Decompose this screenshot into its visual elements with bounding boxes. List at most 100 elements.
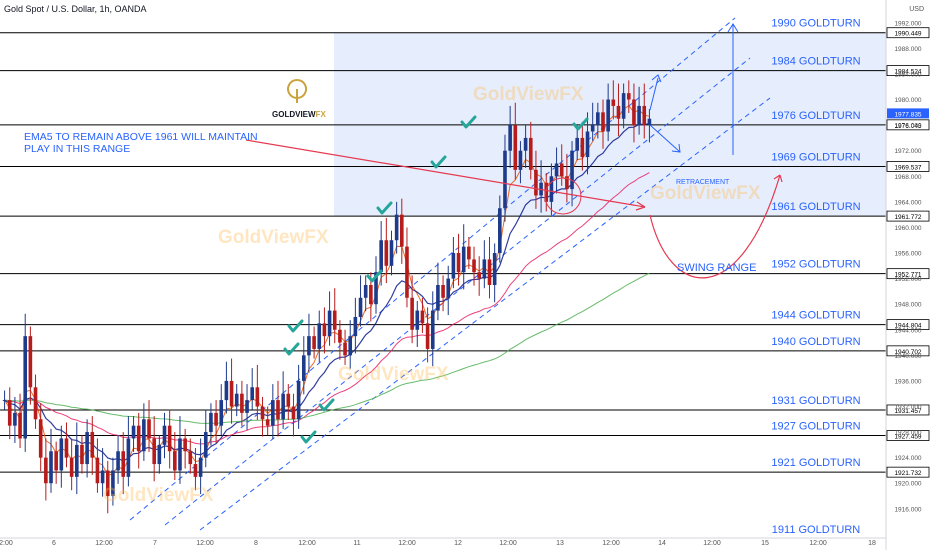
candle-body [415, 310, 420, 330]
candle-body [441, 284, 445, 298]
candle-body [281, 393, 285, 420]
check-marks [283, 115, 589, 444]
swing-curve [649, 174, 781, 279]
candle-body [105, 470, 110, 497]
candle-body [209, 412, 213, 433]
candle-body [301, 355, 306, 381]
time-tick: 7 [153, 540, 157, 547]
price-tick: 1964.000 [894, 199, 921, 206]
time-axis[interactable]: 12:00 6 12:00 7 12:00 8 12:00 11 12:00 12 12:00 13 1… [0, 537, 886, 547]
level-label: 1931 GOLDTURN [771, 395, 860, 407]
candle-body [616, 105, 621, 119]
note-line-1: EMA5 TO REMAIN ABOVE 1961 WILL MAINTAIN [24, 131, 258, 143]
level-lines [0, 32, 886, 473]
price-box-text: 1984.524 [894, 69, 921, 76]
price-box-text: 1990.449 [894, 31, 921, 38]
candle-body [477, 272, 481, 279]
time-tick: 12:00 [196, 540, 214, 547]
level-label: 1940 GOLDTURN [771, 336, 860, 348]
candle-body [188, 451, 193, 465]
candle-body [131, 425, 136, 439]
target-arrow [727, 23, 739, 155]
candle-body [534, 169, 538, 196]
candle-body [18, 412, 22, 439]
check-icon [376, 201, 393, 215]
goldview-logo [287, 79, 308, 103]
candle-body [229, 380, 234, 407]
candle-body [183, 438, 187, 452]
candle-body [38, 419, 43, 458]
price-box [886, 119, 930, 131]
candle-body [126, 438, 131, 477]
candle-body [420, 310, 425, 324]
price-box-text: 1940.702 [894, 349, 921, 356]
check-icon [430, 155, 447, 169]
candle-body [271, 400, 275, 426]
logo-suffix: FX [315, 110, 326, 119]
level-label: 1921 GOLDTURN [771, 457, 860, 469]
candle-body [637, 105, 641, 126]
candle-body [343, 342, 347, 356]
check-icon [572, 117, 589, 131]
time-tick: 12:00 [602, 540, 620, 547]
price-box [886, 404, 930, 416]
candle-body [327, 310, 332, 337]
time-tick: 6 [52, 540, 56, 547]
candle-body [544, 182, 549, 202]
price-box-text: 1921.732 [894, 470, 921, 477]
candle-body [28, 336, 33, 388]
candle-body [276, 400, 280, 420]
candle-body [508, 125, 512, 151]
candle-body [394, 214, 399, 241]
candle-body [472, 259, 476, 273]
candle-body [601, 112, 605, 132]
candle-body [203, 432, 208, 458]
candle-body [240, 393, 244, 413]
price-box-text: 1952.771 [894, 272, 921, 279]
candle-body [456, 253, 461, 273]
candle-body [570, 150, 574, 190]
candle-body [369, 284, 373, 305]
candle-body [307, 336, 311, 356]
candle-body [642, 105, 647, 126]
candle-body [193, 464, 198, 477]
time-tick: 18 [868, 540, 876, 547]
price-tick: 1956.000 [894, 251, 921, 258]
price-axis[interactable]: 1916.000 1920.000 1924.000 1928.000 1932.000… [885, 0, 922, 550]
price-box [886, 268, 930, 280]
candle-body [487, 259, 492, 285]
candle-body [312, 336, 316, 349]
price-tick: 1928.000 [894, 430, 921, 437]
price-tick: 1976.000 [894, 123, 921, 130]
price-box [886, 466, 930, 478]
candle-body [528, 137, 533, 170]
candle-body [224, 380, 229, 401]
candle-body [503, 150, 507, 209]
time-tick: 12:00 [0, 540, 13, 547]
price-box-text: 1931.457 [894, 408, 921, 415]
candle-body [559, 163, 564, 177]
moving-averages [4, 105, 650, 477]
candle-body [286, 393, 291, 407]
ema-line [4, 172, 650, 445]
check-icon [318, 398, 335, 412]
level-label: 1952 GOLDTURN [771, 259, 860, 271]
candle-body [116, 451, 120, 471]
logo-name: GOLDVIEW [272, 110, 316, 119]
candle-body [580, 137, 585, 158]
candle-body [85, 432, 89, 465]
level-labels: 1990 GOLDTURN 1990.449 1984 GOLDTURN 1984.5… [771, 18, 930, 536]
candle-body [384, 240, 389, 266]
time-tick: 12:00 [499, 540, 517, 547]
candle-body [265, 419, 270, 426]
price-tick: 1952.000 [894, 276, 921, 283]
candle-body [59, 438, 64, 471]
watermark: GoldViewFX [650, 183, 761, 204]
candle-body [152, 438, 156, 465]
level-label: 1976 GOLDTURN [771, 110, 860, 122]
price-box [886, 430, 930, 441]
watermark: GoldViewFX [473, 84, 584, 105]
price-box-text: 1944.804 [894, 323, 921, 330]
candle-body [100, 470, 105, 484]
